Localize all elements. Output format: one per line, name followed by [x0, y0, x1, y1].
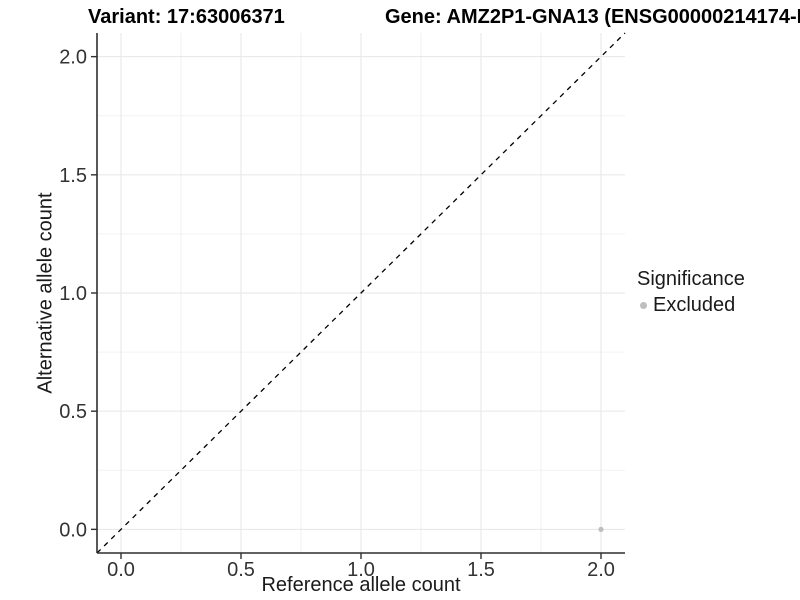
y-tick-label: 2.0	[59, 47, 87, 69]
data-point	[598, 526, 604, 532]
x-tick-label: 2.0	[587, 559, 615, 581]
plot-title-gene: Gene: AMZ2P1-GNA13 (ENSG00000214174-E	[385, 6, 800, 28]
y-tick-label: 0.0	[59, 519, 87, 541]
x-axis-label: Reference allele count	[261, 574, 461, 596]
y-tick-label: 1.5	[59, 165, 87, 187]
x-tick-label: 1.5	[467, 559, 495, 581]
legend: Significance Excluded	[637, 268, 745, 317]
y-tick-label: 0.5	[59, 401, 87, 423]
x-tick-label: 1.0	[347, 559, 375, 581]
plot-title-variant: Variant: 17:63006371	[88, 6, 285, 28]
y-axis-label: Alternative allele count	[34, 192, 57, 394]
x-tick-label: 0.0	[107, 559, 135, 581]
legend-item-label: Excluded	[653, 294, 736, 316]
y-tick-label: 1.0	[59, 283, 87, 305]
legend-item-excluded: Excluded	[637, 294, 745, 317]
point-icon	[640, 302, 647, 309]
x-tick-label: 0.5	[227, 559, 255, 581]
legend-title: Significance	[637, 268, 745, 290]
identity-dashed-line	[96, 32, 626, 554]
